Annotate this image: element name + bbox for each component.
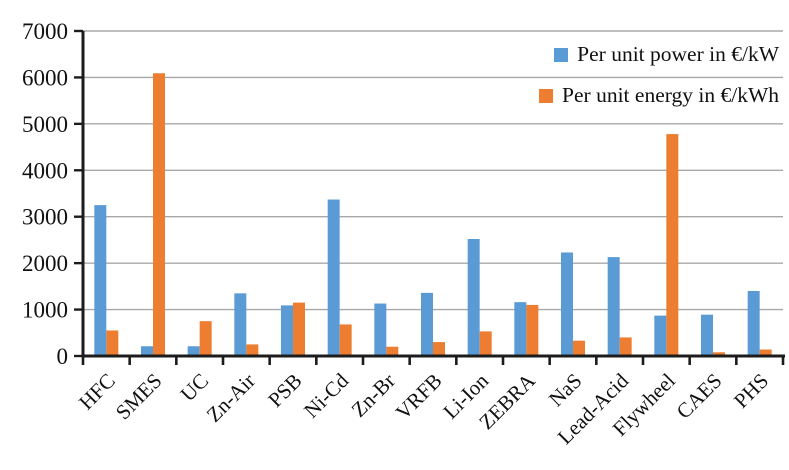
- x-category-label: UC: [176, 369, 214, 407]
- legend-item-power: Per unit power in €/kW: [554, 40, 779, 70]
- bar-power-Flywheel: [654, 315, 667, 356]
- y-tick-label: 2000: [22, 251, 68, 276]
- x-category-label: Zn-Br: [347, 369, 400, 422]
- bar-power-Li-Ion: [467, 239, 480, 356]
- bar-energy-Zn-Air: [246, 344, 259, 356]
- bar-energy-UC: [199, 321, 212, 356]
- y-tick-label: 0: [57, 344, 69, 369]
- legend-swatch-power-icon: [554, 48, 569, 62]
- bar-power-Zn-Br: [374, 303, 387, 356]
- bar-power-Ni-Cd: [327, 199, 340, 356]
- bar-energy-SMES: [153, 73, 165, 356]
- bar-energy-ZEBRA: [526, 304, 539, 356]
- bar-energy-Lead-Acid: [619, 337, 632, 356]
- bar-power-Zn-Air: [234, 293, 247, 356]
- x-category-label: PHS: [729, 369, 773, 413]
- legend-label-energy: Per unit energy in €/kWh: [562, 83, 779, 108]
- y-tick-label: 5000: [22, 112, 68, 137]
- bar-energy-Li-Ion: [479, 331, 492, 356]
- bar-power-PHS: [747, 291, 760, 356]
- bar-energy-VRFB: [433, 342, 445, 356]
- legend-item-energy: Per unit energy in €/kWh: [539, 81, 779, 111]
- x-category-label: VRFB: [391, 369, 447, 425]
- bar-energy-Ni-Cd: [339, 324, 352, 356]
- y-tick-label: 4000: [22, 158, 68, 183]
- y-tick-label: 6000: [22, 65, 68, 90]
- x-category-label: Zn-Air: [202, 369, 260, 427]
- bar-power-SMES: [141, 346, 153, 356]
- legend-label-power: Per unit power in €/kW: [577, 42, 779, 67]
- y-tick-label: 7000: [22, 19, 68, 44]
- bar-power-UC: [187, 346, 200, 356]
- bar-power-PSB: [281, 305, 293, 356]
- bar-power-CAES: [701, 314, 713, 356]
- bar-energy-Flywheel: [666, 134, 679, 356]
- bar-energy-PSB: [293, 302, 305, 356]
- x-category-label: SMES: [111, 369, 167, 425]
- y-tick-label: 3000: [22, 205, 68, 230]
- bar-energy-NaS: [573, 340, 585, 356]
- chart-legend: Per unit power in €/kW Per unit energy i…: [539, 40, 779, 111]
- bar-power-NaS: [561, 252, 573, 356]
- bar-power-ZEBRA: [514, 302, 527, 356]
- x-category-label: Ni-Cd: [299, 368, 353, 422]
- bar-power-HFC: [94, 205, 107, 356]
- bar-energy-CAES: [713, 352, 725, 356]
- bar-energy-HFC: [106, 330, 119, 356]
- bar-power-VRFB: [421, 292, 433, 356]
- bar-power-Lead-Acid: [607, 257, 620, 356]
- legend-swatch-energy-icon: [539, 89, 554, 103]
- bar-energy-PHS: [759, 349, 772, 356]
- bar-energy-Zn-Br: [386, 346, 399, 356]
- x-category-label: CAES: [672, 369, 727, 424]
- y-tick-label: 1000: [22, 298, 68, 323]
